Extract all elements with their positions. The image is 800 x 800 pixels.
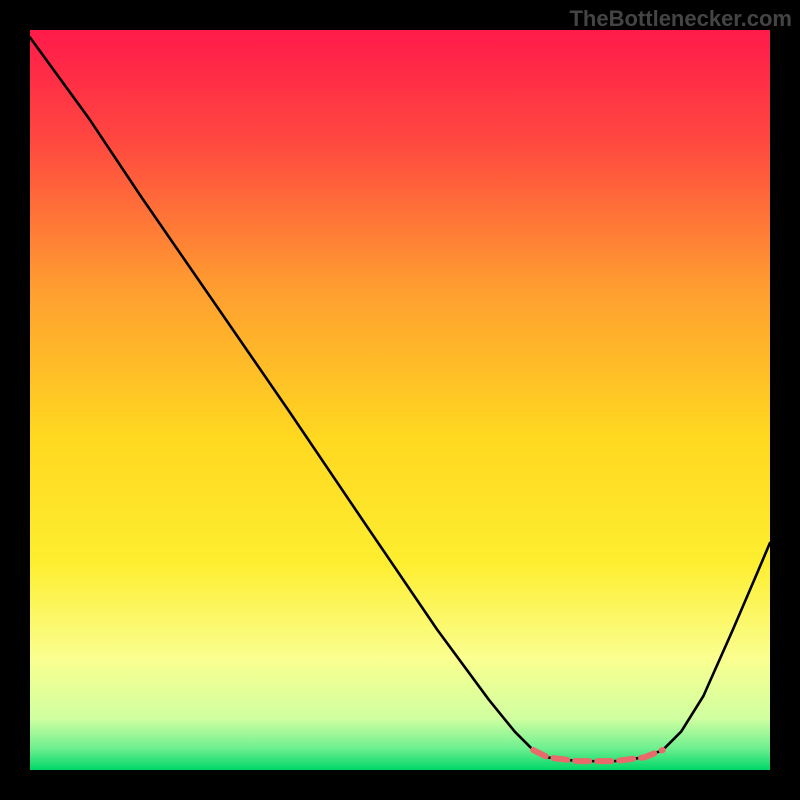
- watermark-text: TheBottlenecker.com: [569, 6, 792, 32]
- bottleneck-curve: [30, 30, 770, 770]
- plot-area: [30, 30, 770, 770]
